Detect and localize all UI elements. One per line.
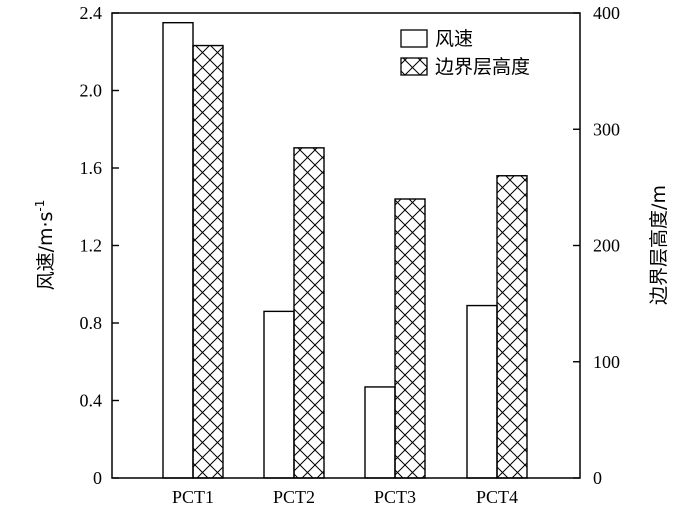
right-axis-tick-label: 0 (593, 468, 602, 488)
left-axis-tick-label: 0 (93, 468, 102, 488)
left-axis-title: 风速/m·s-1 (33, 200, 57, 291)
x-axis-tick-label: PCT4 (476, 487, 518, 507)
boundary-layer-height-bar-pct3 (394, 198, 426, 479)
legend-item-boundary-layer-height-swatch (400, 57, 428, 76)
x-axis-tick-label: PCT1 (172, 487, 214, 507)
wind-speed-bar-pct1 (162, 21, 194, 479)
legend-item-wind-speed-swatch (400, 29, 428, 48)
boundary-layer-height-bar-pct4 (496, 175, 528, 479)
x-axis-tick-label: PCT3 (374, 487, 416, 507)
right-axis-title: 边界层高度/m (648, 185, 670, 305)
left-axis-tick-label: 2.0 (80, 81, 103, 101)
left-axis-tick-label: 0.8 (80, 313, 103, 333)
left-axis-tick-label: 2.4 (80, 3, 103, 23)
x-axis-tick-label: PCT2 (273, 487, 315, 507)
wind-speed-bar-pct3 (364, 386, 396, 479)
right-axis-tick-label: 200 (593, 236, 620, 256)
boundary-layer-height-bar-pct1 (192, 44, 224, 479)
left-axis-tick-label: 0.4 (80, 391, 103, 411)
wind-speed-bar-pct2 (263, 310, 295, 479)
axes-group: 0 0.4 0.8 1.2 1.6 2.0 2.4 0 100 200 300 400 PCT1 PCT2… (33, 3, 670, 507)
right-axis-tick-label: 100 (593, 352, 620, 372)
bars-group (162, 21, 528, 479)
right-axis-tick-label: 400 (593, 3, 620, 23)
wind-speed-bar-pct4 (466, 304, 498, 479)
left-axis-tick-label: 1.6 (80, 158, 103, 178)
right-axis-tick-label: 300 (593, 119, 620, 139)
left-axis-tick-label: 1.2 (80, 236, 103, 256)
legend-item-wind-speed-label: 风速 (435, 28, 473, 50)
legend-item-boundary-layer-height-label: 边界层高度 (435, 56, 530, 78)
boundary-layer-height-bar-pct2 (293, 147, 325, 479)
left-axis-title-superscript: -1 (33, 200, 47, 212)
